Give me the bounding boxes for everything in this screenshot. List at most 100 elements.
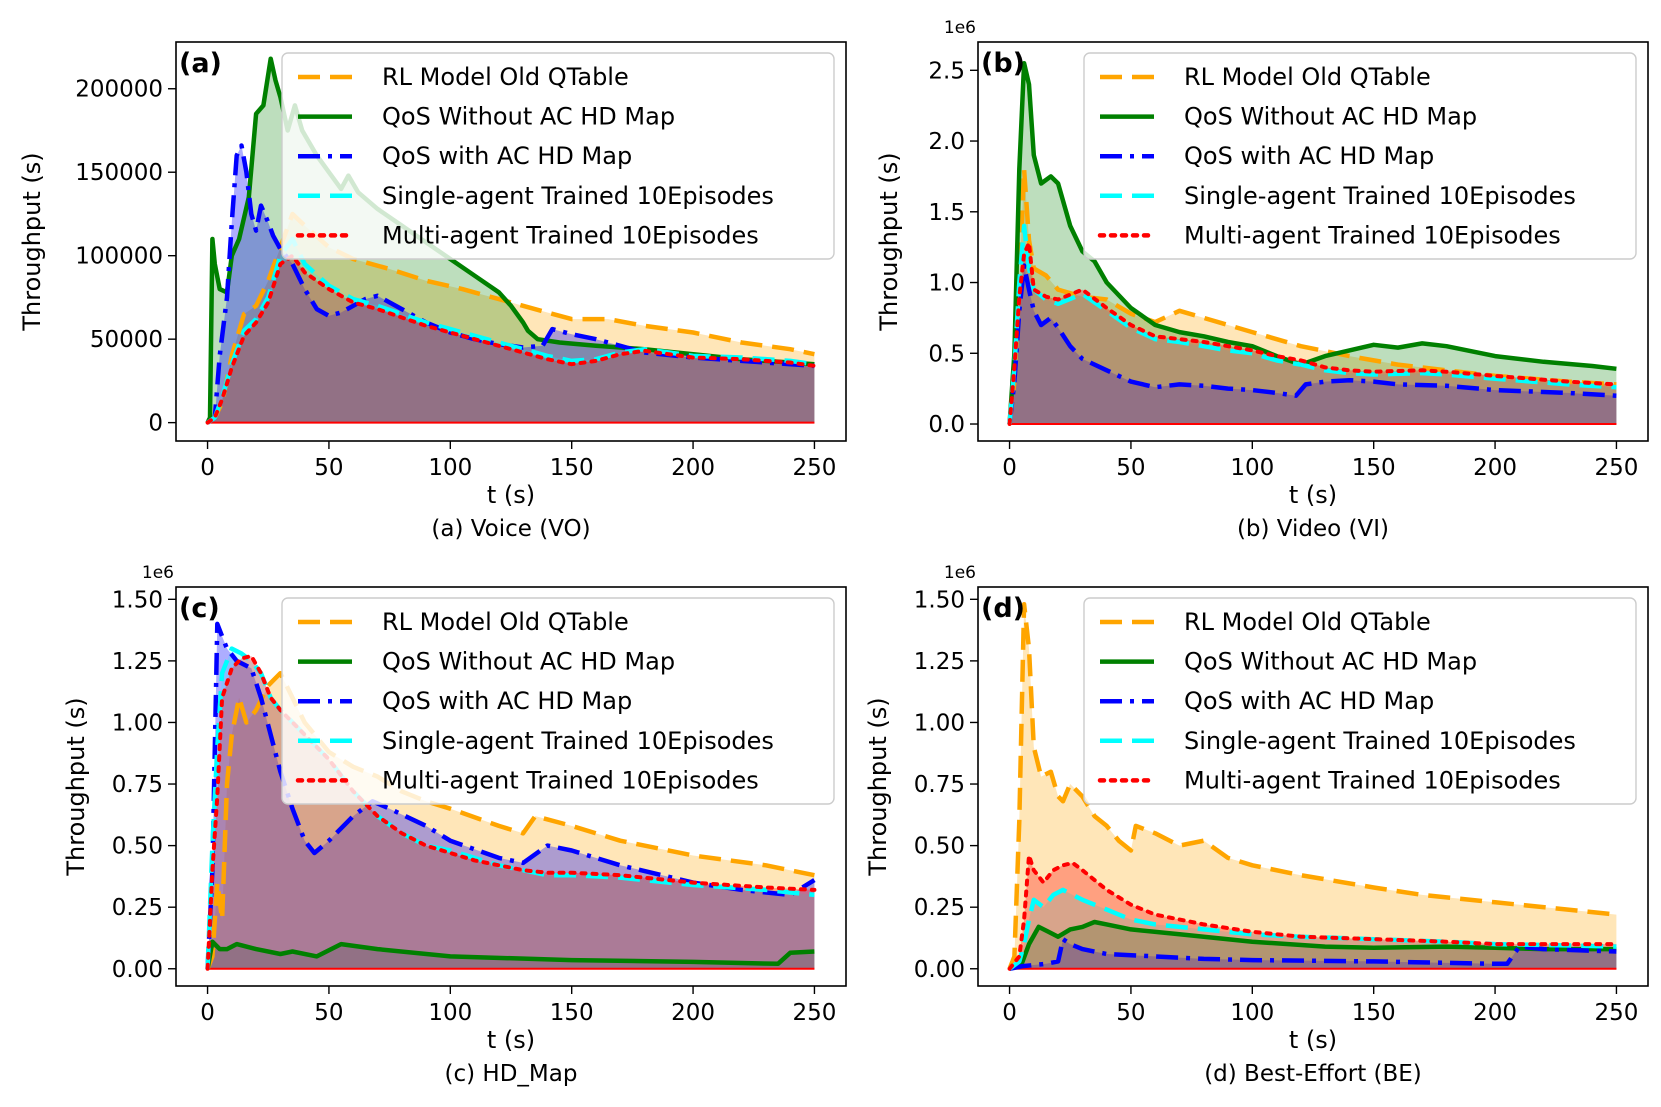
panel-tag: (c) — [179, 593, 220, 624]
x-tick-label: 50 — [314, 1000, 343, 1026]
series-line-qos-with — [205, 621, 816, 969]
y-scale-multiplier: 1e6 — [142, 563, 174, 583]
x-tick-label: 250 — [792, 1000, 836, 1026]
area-fill-single — [207, 648, 815, 969]
y-tick-label: 1.25 — [914, 649, 965, 675]
area-fill-single — [207, 239, 815, 423]
x-tick-label: 100 — [1230, 455, 1274, 481]
y-tick-label: 0.25 — [112, 895, 163, 921]
legend-label: QoS with AC HD Map — [382, 142, 632, 170]
y-axis-title: Throughput (s) — [18, 152, 46, 331]
legend-box — [1083, 597, 1637, 805]
x-tick-label: 100 — [1230, 1000, 1274, 1026]
series-line-rl — [205, 670, 815, 970]
x-axis-title: t (s) — [487, 1026, 535, 1054]
area-fill-multi — [1009, 855, 1617, 969]
y-tick-label: 1.00 — [914, 710, 965, 736]
series-line-rl — [1007, 167, 1617, 425]
subfigure-caption: (b) Video (VI) — [1237, 516, 1389, 542]
legend-label: Multi-agent Trained 10Episodes — [1184, 221, 1561, 249]
area-fill-qos-without — [207, 58, 815, 423]
y-tick-label: 0.50 — [914, 834, 965, 860]
panel-tag: (d) — [981, 593, 1025, 624]
y-tick-label: 1.25 — [112, 649, 163, 675]
chart-panel-1: 0 50 100 150 200 250 0 50000 100000 150000 200000 t… — [18, 41, 847, 542]
area-fill-rl — [207, 673, 815, 969]
area-fill-multi — [1009, 242, 1617, 424]
chart-panel-3: 0 50 100 150 200 250 0.00 0.25 0.50 0.75 1.00 1.25 1… — [62, 563, 847, 1087]
legend-label: Single-agent Trained 10Episodes — [1184, 727, 1576, 755]
x-tick-label: 200 — [1473, 1000, 1517, 1026]
y-tick-label: 2.5 — [928, 58, 965, 84]
x-tick-label: 250 — [792, 455, 836, 481]
legend: RL Model Old QTable QoS Without AC HD Map… — [281, 597, 835, 805]
x-tick-label: 150 — [1352, 1000, 1396, 1026]
series-line-multi — [1007, 240, 1619, 426]
y-tick-label: 1.00 — [112, 710, 163, 736]
axes-frame — [977, 586, 1649, 987]
plot-area — [1007, 60, 1619, 426]
series-line-single — [1007, 223, 1617, 425]
legend-label: Multi-agent Trained 10Episodes — [382, 221, 759, 249]
axes-frame — [175, 586, 847, 987]
area-fill-rl — [1009, 169, 1617, 424]
chart-panel-4: 0 50 100 150 200 250 0.00 0.25 0.50 0.75 1.00 1.25 1… — [864, 563, 1649, 1087]
area-fill-qos-without — [1009, 63, 1617, 424]
legend-label: RL Model Old QTable — [382, 608, 629, 636]
x-tick-label: 100 — [428, 1000, 472, 1026]
series-line-qos-without — [1007, 60, 1617, 425]
x-tick-label: 0 — [1002, 455, 1017, 481]
area-fill-qos-with — [207, 145, 815, 423]
series-line-multi — [205, 253, 817, 425]
panel-tag: (b) — [981, 48, 1025, 79]
y-tick-label: 1.0 — [928, 271, 965, 297]
y-tick-label: 2.0 — [928, 129, 965, 155]
y-tick-label: 0.75 — [112, 772, 163, 798]
y-tick-label: 0.00 — [112, 957, 163, 983]
area-fill-rl — [1009, 604, 1617, 969]
legend-label: QoS Without AC HD Map — [382, 103, 675, 131]
legend-box — [1083, 52, 1637, 260]
plot-area — [1007, 601, 1619, 972]
legend: RL Model Old QTable QoS Without AC HD Map… — [1083, 52, 1637, 260]
series-line-qos-without — [205, 939, 815, 970]
area-fill-multi — [207, 255, 815, 423]
x-tick-label: 0 — [200, 455, 215, 481]
axes-frame — [175, 41, 847, 442]
x-axis-title: t (s) — [1289, 1026, 1337, 1054]
legend-label: Multi-agent Trained 10Episodes — [382, 766, 759, 794]
y-tick-label: 0.25 — [914, 895, 965, 921]
subfigure-caption: (c) HD_Map — [445, 1061, 578, 1087]
y-scale-multiplier: 1e6 — [944, 18, 976, 38]
x-axis-title: t (s) — [487, 481, 535, 509]
area-fill-qos-with — [1009, 265, 1617, 424]
series-line-qos-with — [1009, 936, 1617, 972]
y-tick-label: 1.5 — [928, 200, 965, 226]
legend-label: QoS Without AC HD Map — [1184, 648, 1477, 676]
x-tick-label: 200 — [1473, 455, 1517, 481]
y-tick-label: 0.00 — [914, 957, 965, 983]
y-tick-label: 0.5 — [928, 341, 965, 367]
y-tick-label: 100000 — [75, 244, 163, 270]
series-line-rl — [206, 211, 815, 425]
legend-label: Multi-agent Trained 10Episodes — [1184, 766, 1561, 794]
y-tick-label: 0.75 — [914, 772, 965, 798]
legend: RL Model Old QTable QoS Without AC HD Map… — [1083, 597, 1637, 805]
y-tick-label: 1.50 — [112, 587, 163, 613]
series-line-rl — [1007, 601, 1617, 970]
legend-label: QoS Without AC HD Map — [382, 648, 675, 676]
panel-tag: (a) — [179, 48, 222, 79]
y-tick-label: 1.50 — [914, 587, 965, 613]
legend-box — [281, 597, 835, 805]
y-tick-label: 200000 — [75, 77, 163, 103]
legend-label: Single-agent Trained 10Episodes — [1184, 182, 1576, 210]
x-tick-label: 50 — [314, 455, 343, 481]
x-tick-label: 50 — [1116, 455, 1145, 481]
y-tick-label: 0 — [148, 411, 163, 437]
legend-label: QoS with AC HD Map — [382, 687, 632, 715]
series-line-qos-with — [206, 143, 815, 425]
x-tick-label: 0 — [1002, 1000, 1017, 1026]
area-fill-single — [1009, 225, 1617, 424]
x-axis-title: t (s) — [1289, 481, 1337, 509]
series-line-qos-without — [1008, 919, 1617, 971]
